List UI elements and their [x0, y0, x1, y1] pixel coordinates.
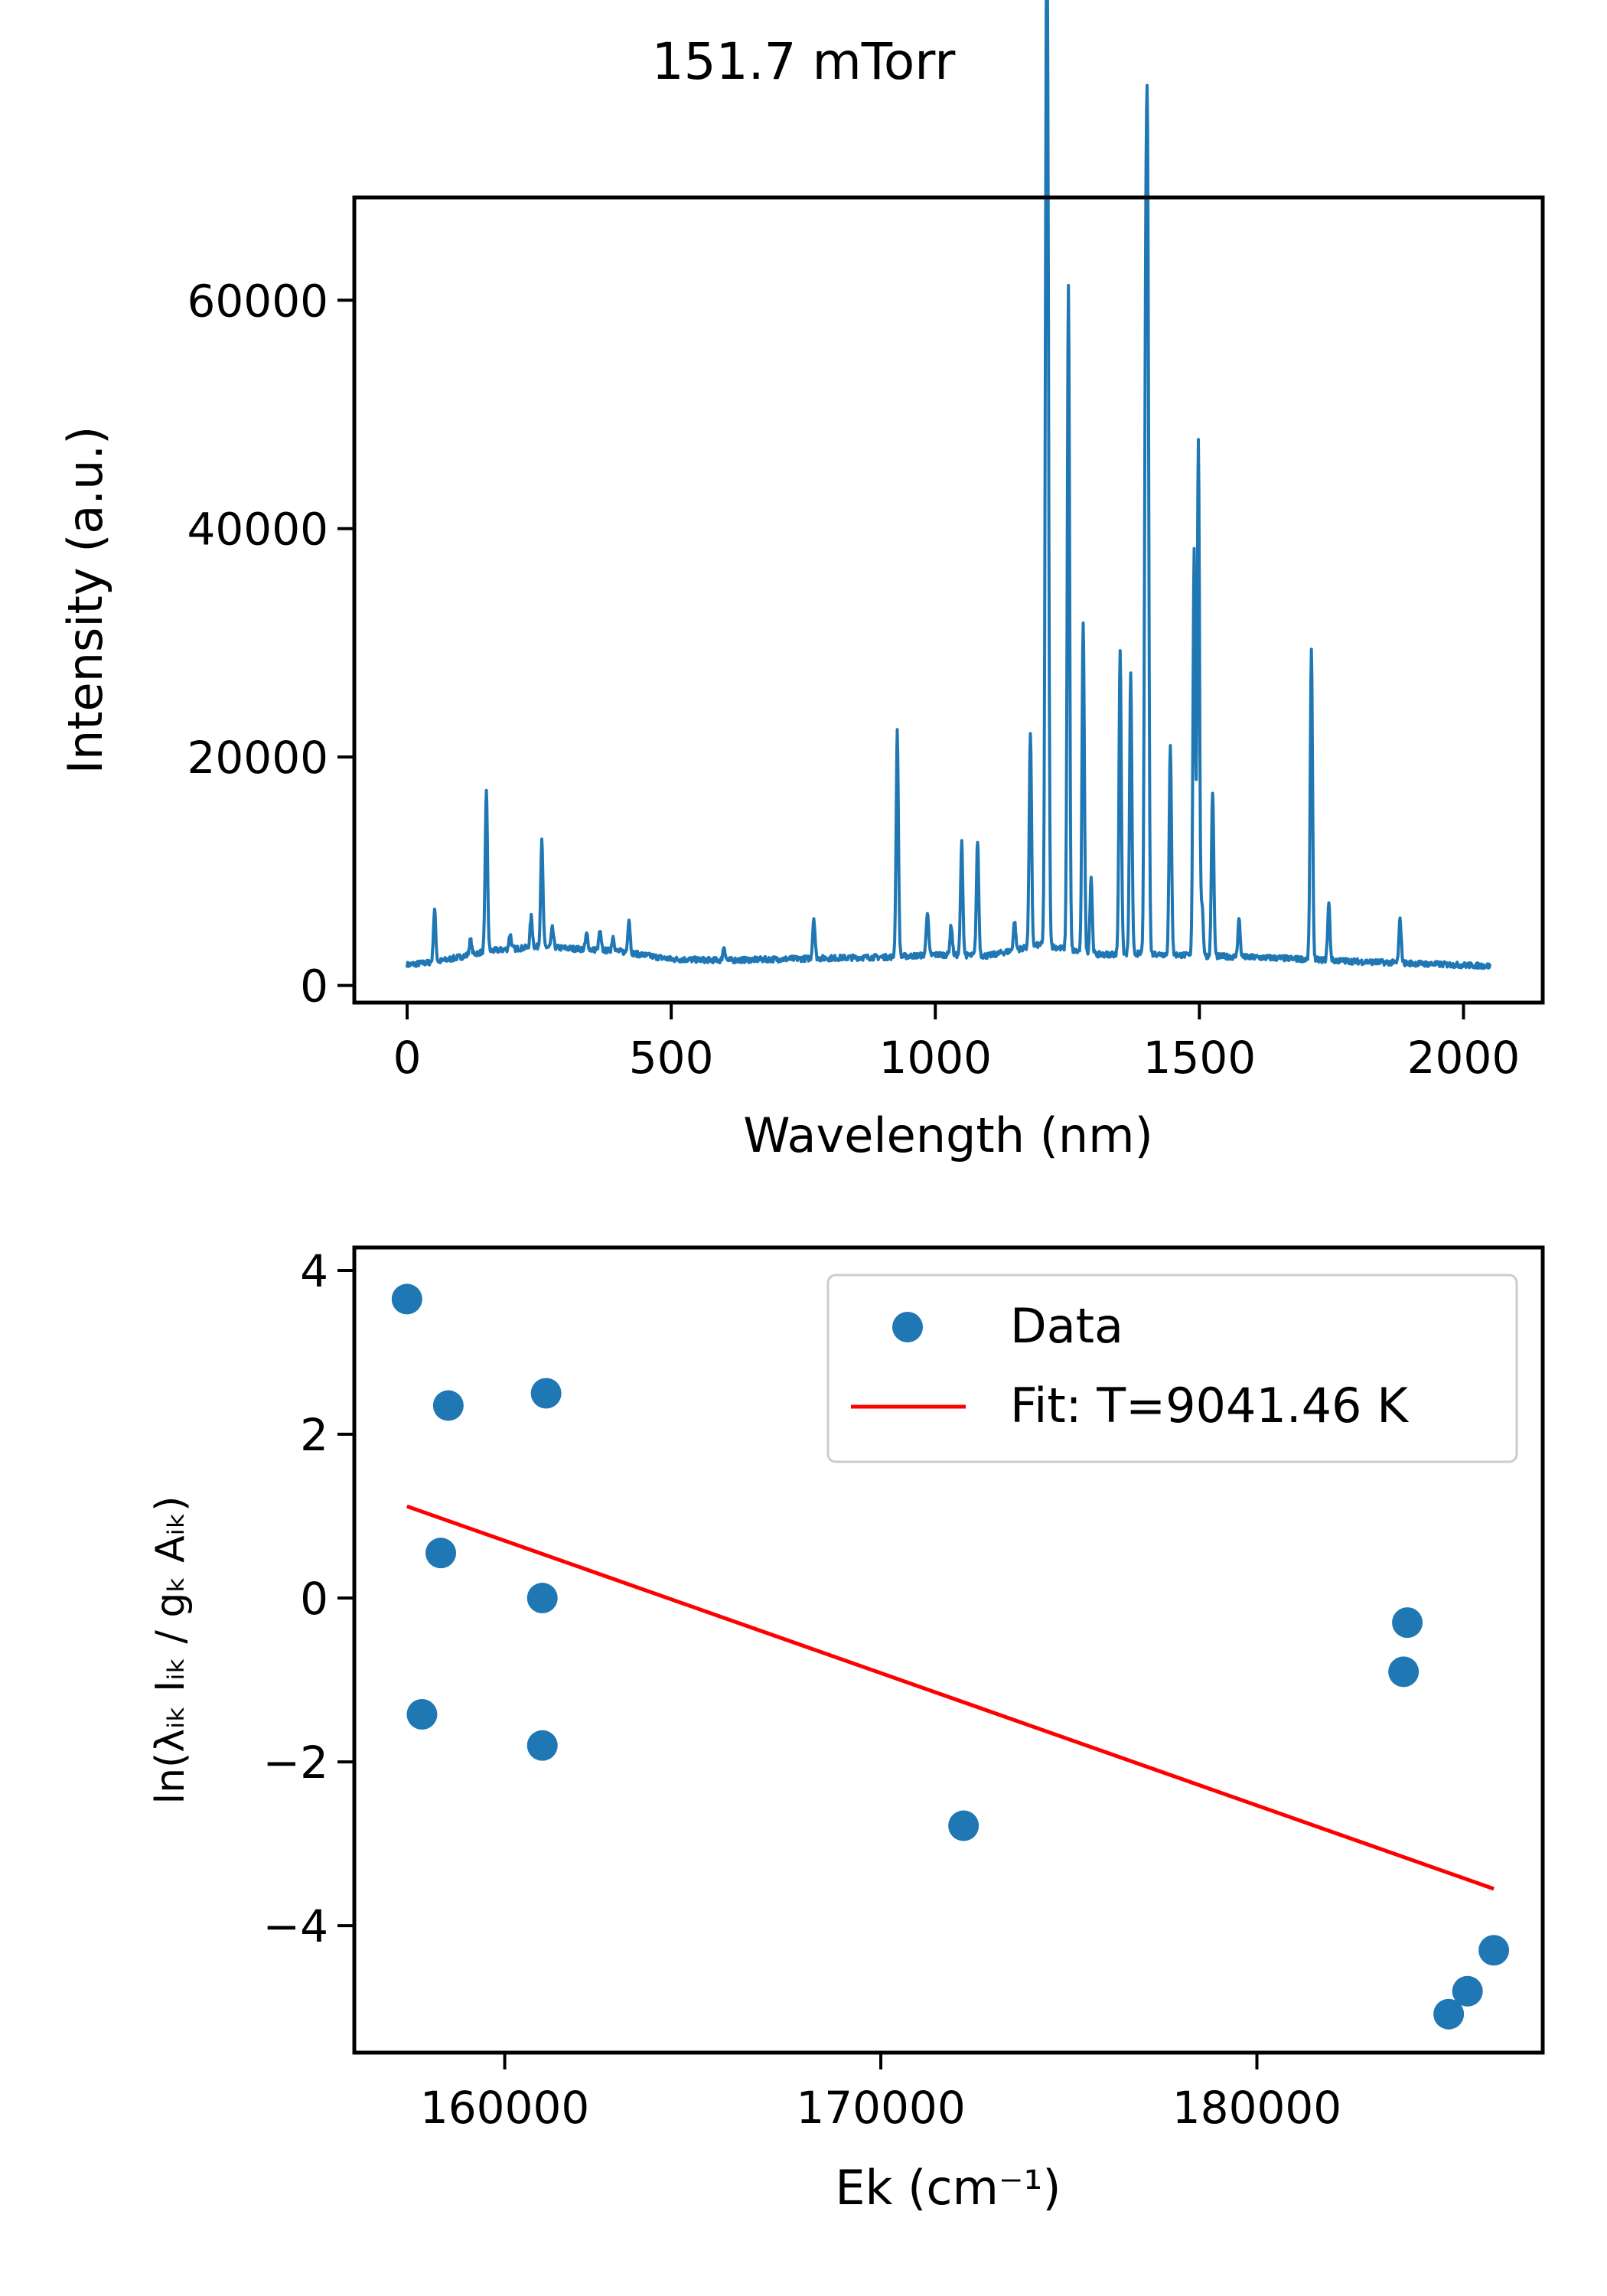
data-point: [391, 1283, 422, 1315]
data-point: [406, 1699, 438, 1730]
legend-fit-label: Fit: T=9041.46 K: [1010, 1378, 1409, 1433]
data-point: [1433, 1998, 1465, 2030]
spectrum-xtick-label: 0: [393, 1032, 422, 1084]
spectrum-xtick-label: 2000: [1407, 1032, 1521, 1084]
data-point: [1478, 1935, 1510, 1966]
spectrum-ytick-label: 40000: [187, 504, 328, 556]
spectrum-ytick-label: 0: [300, 960, 328, 1013]
legend-data-marker: [892, 1312, 923, 1342]
spectrum-xtick-label: 1000: [878, 1032, 992, 1084]
legend-data-label: Data: [1010, 1298, 1123, 1354]
data-point: [1392, 1607, 1423, 1639]
boltzmann-ytick-label: −2: [263, 1737, 329, 1789]
boltzmann-ytick-label: 2: [300, 1409, 328, 1461]
data-point: [948, 1810, 980, 1841]
data-point: [432, 1390, 464, 1421]
boltzmann-ticks: 160000 170000 180000 4 2 0 −2 −4: [263, 1245, 1342, 2134]
legend: Data Fit: T=9041.46 K: [826, 1274, 1518, 1463]
boltzmann-ytick-label: 4: [300, 1245, 328, 1297]
legend-box: [826, 1274, 1518, 1463]
boltzmann-xtick-label: 180000: [1172, 2082, 1341, 2134]
boltzmann-ytick-label: −4: [263, 1900, 329, 1952]
spectrum-frame: [352, 195, 1545, 1005]
boltzmann-xlabel: Ek (cm⁻¹): [835, 2160, 1061, 2216]
spectrum-plot-area: [406, 0, 1491, 970]
figure-title: 151.7 mTorr: [651, 32, 956, 91]
boltzmann-ytick-label: 0: [300, 1573, 328, 1625]
data-point: [530, 1378, 562, 1409]
data-point: [1388, 1656, 1420, 1688]
spectrum-xtick-label: 500: [629, 1032, 714, 1084]
spectrum-xlabel: Wavelength (nm): [743, 1107, 1153, 1163]
data-point: [1452, 1975, 1483, 2007]
spectrum-xtick-label: 1500: [1143, 1032, 1257, 1084]
boltzmann-plot-area: [391, 1283, 1510, 2030]
data-point: [526, 1730, 558, 1761]
data-point: [425, 1538, 457, 1569]
boltzmann-xtick-label: 170000: [796, 2082, 965, 2134]
boltzmann-frame: [352, 1245, 1545, 2055]
spectrum-ytick-label: 60000: [187, 275, 328, 327]
boltzmann-xtick-label: 160000: [420, 2082, 589, 2134]
spectrum-ylabel: Intensity (a.u.): [57, 426, 113, 775]
spectrum-ytick-label: 20000: [187, 732, 328, 784]
spectrum-line: [406, 0, 1491, 970]
data-point: [526, 1583, 558, 1614]
boltzmann-axes: 160000 170000 180000 4 2 0 −2 −4 Ek (cm⁻¹) ln(λ…: [148, 1245, 1545, 2216]
fit-line: [406, 1504, 1495, 1891]
boltzmann-ylabel: ln(λᵢₖ Iᵢₖ / gₖ Aᵢₖ): [148, 1496, 194, 1805]
